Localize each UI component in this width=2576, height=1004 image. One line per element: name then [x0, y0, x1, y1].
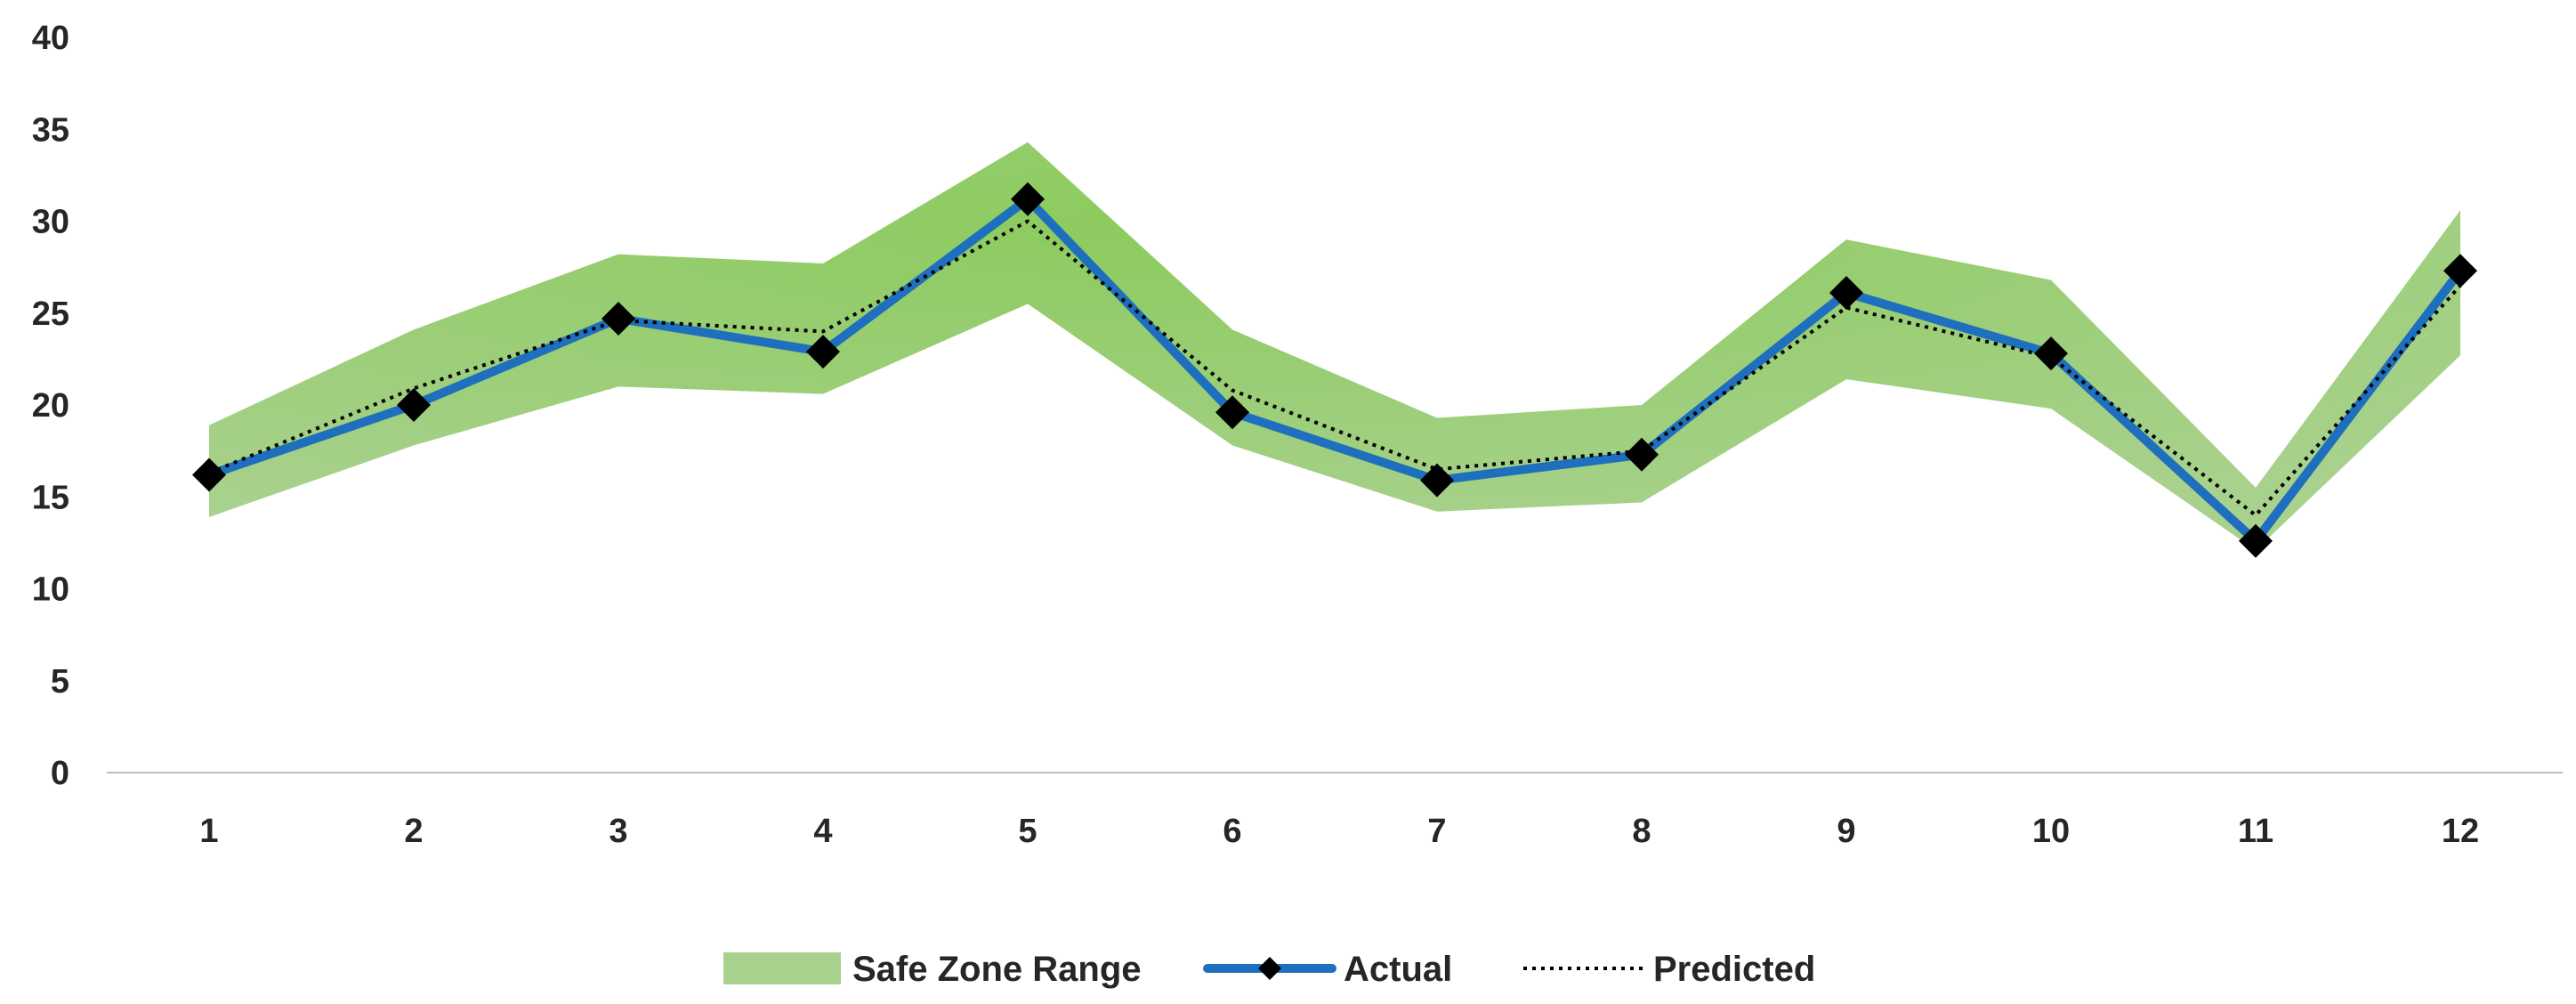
- safe-zone-band: [209, 142, 2460, 551]
- x-tick-label: 7: [1427, 813, 1446, 850]
- y-tick-label: 15: [32, 479, 69, 516]
- legend-swatch-actual-marker: [1258, 957, 1281, 980]
- actual-point-2: [397, 388, 431, 422]
- y-tick-label: 40: [32, 20, 69, 57]
- x-tick-label: 3: [609, 813, 627, 850]
- actual-point-10: [2034, 336, 2068, 371]
- actual-point-12: [2443, 254, 2477, 288]
- predicted-series-line: [208, 219, 2462, 517]
- actual-point-1: [192, 457, 226, 492]
- y-tick-label: 0: [51, 755, 69, 792]
- x-tick-label: 11: [2238, 813, 2273, 850]
- legend-label-actual: Actual: [1344, 950, 1452, 989]
- y-tick-label: 30: [32, 204, 69, 241]
- x-tick-label: 4: [813, 813, 832, 850]
- legend-label-safe-zone: Safe Zone Range: [852, 950, 1142, 989]
- actual-point-6: [1215, 395, 1249, 430]
- y-tick-label: 5: [51, 663, 69, 700]
- x-tick-label: 2: [404, 813, 423, 850]
- safe-zone-layer: [209, 142, 2460, 551]
- series-lines-layer: [205, 194, 2465, 546]
- legend-swatch-safe-zone: [723, 952, 841, 984]
- x-tick-label: 10: [2032, 813, 2070, 850]
- actual-point-8: [1625, 437, 1659, 472]
- legend-label-predicted: Predicted: [1653, 950, 1815, 989]
- y-tick-label: 25: [32, 296, 69, 333]
- y-tick-label: 10: [32, 571, 69, 609]
- actual-point-9: [1829, 276, 1863, 311]
- actual-point-4: [806, 335, 840, 369]
- x-tick-label: 5: [1018, 813, 1037, 850]
- actual-point-3: [602, 301, 635, 336]
- y-tick-label: 20: [32, 387, 69, 425]
- marker-layer: [192, 182, 2477, 558]
- actual-point-5: [1011, 182, 1045, 216]
- actual-point-7: [1420, 463, 1454, 498]
- x-tick-label: 1: [199, 813, 218, 850]
- x-tick-label: 8: [1632, 813, 1651, 850]
- actual-point-11: [2239, 523, 2273, 558]
- x-tick-label: 9: [1837, 813, 1855, 850]
- legend: Safe Zone Range Actual Predicted: [723, 950, 1815, 989]
- x-tick-label: 12: [2442, 813, 2479, 850]
- x-tick-label: 6: [1223, 813, 1241, 850]
- y-tick-label: 35: [32, 111, 69, 149]
